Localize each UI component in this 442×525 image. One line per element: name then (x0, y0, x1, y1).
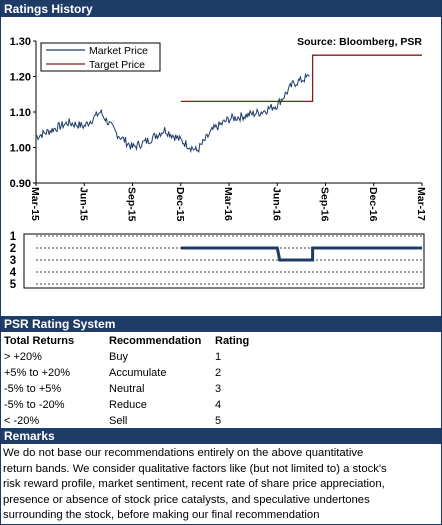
table-row: < -20% Sell 5 (1, 413, 441, 429)
legend-box (40, 42, 161, 72)
rating-cell: 4 (215, 399, 222, 411)
x-tick-label: Dec-16 (367, 187, 379, 222)
recommendation-cell: Reduce (109, 399, 147, 411)
remarks-header: Remarks (1, 428, 441, 444)
remarks-line: return bands. We consider qualitative fa… (3, 462, 387, 475)
y-tick-label: 1.30 (10, 36, 31, 48)
table-row: +5% to +20% Accumulate 2 (1, 365, 441, 381)
x-tick-label: Sep-16 (319, 187, 331, 222)
market-price-line (35, 72, 310, 154)
x-tick-label: Jun-15 (77, 187, 89, 221)
remarks-text: We do not base our recommendations entir… (3, 446, 439, 524)
table-row: -5% to +5% Neutral 3 (1, 381, 441, 397)
total-returns-cell: -5% to +5% (4, 383, 62, 395)
recommendation-cell: Accumulate (109, 367, 167, 379)
rating-tick-label: 1 (10, 231, 17, 243)
x-tick-label: Mar-17 (415, 187, 427, 221)
remarks-line: risk reward profile, market sentiment, r… (3, 478, 385, 490)
rating-frame (23, 233, 425, 289)
y-tick-label: 1.00 (10, 143, 31, 155)
y-tick-label: 1.10 (10, 107, 31, 119)
table-row: > +20% Buy 1 (1, 349, 441, 365)
table-row: -5% to -20% Reduce 4 (1, 397, 441, 413)
x-tick-label: Jun-16 (270, 187, 282, 221)
rating-line (180, 246, 422, 262)
x-tick-label: Mar-16 (222, 187, 234, 221)
x-tick-label: Sep-15 (126, 187, 138, 222)
rating-tick-label: 2 (10, 243, 16, 255)
total-returns-cell: > +20% (4, 351, 42, 363)
total-returns-cell: +5% to +20% (4, 367, 71, 379)
legend-target-label: Target Price (89, 59, 145, 71)
column-header-recommendation: Recommendation (109, 335, 202, 347)
source-label: Source: Bloomberg, PSR (297, 36, 422, 48)
rating-cell: 1 (215, 351, 222, 363)
y-tick-label: 1.20 (10, 72, 31, 84)
remarks-line: surrounding the stock, before making our… (3, 509, 320, 521)
rating-tick-label: 4 (10, 267, 17, 279)
rating-table-header-row: Total Returns Recommendation Rating (1, 333, 441, 349)
rating-tick-label: 5 (10, 279, 17, 291)
recommendation-cell: Neutral (109, 383, 145, 395)
x-tick-label: Dec-15 (174, 187, 186, 222)
psr-rating-system-header: PSR Rating System (1, 316, 441, 332)
rating-tick-label: 3 (10, 255, 16, 267)
ratings-history-header: Ratings History (1, 1, 441, 17)
y-tick-label: 0.90 (10, 178, 31, 190)
remarks-line: presence or absence of stock price catal… (3, 493, 370, 506)
rating-cell: 2 (215, 367, 222, 379)
column-header-total-returns: Total Returns (4, 335, 75, 347)
target-price-line (180, 54, 422, 103)
recommendation-cell: Sell (109, 415, 128, 427)
rating-cell: 5 (215, 415, 222, 427)
legend-market-label: Market Price (89, 45, 148, 57)
total-returns-cell: < -20% (4, 415, 40, 427)
chart-legend: Market Price Target Price (40, 42, 161, 72)
recommendation-cell: Buy (109, 351, 128, 363)
column-header-rating: Rating (215, 335, 250, 347)
remarks-line: We do not base our recommendations entir… (3, 447, 364, 459)
x-tick-label: Mar-15 (29, 187, 41, 221)
rating-cell: 3 (215, 383, 222, 395)
total-returns-cell: -5% to -20% (4, 399, 65, 411)
